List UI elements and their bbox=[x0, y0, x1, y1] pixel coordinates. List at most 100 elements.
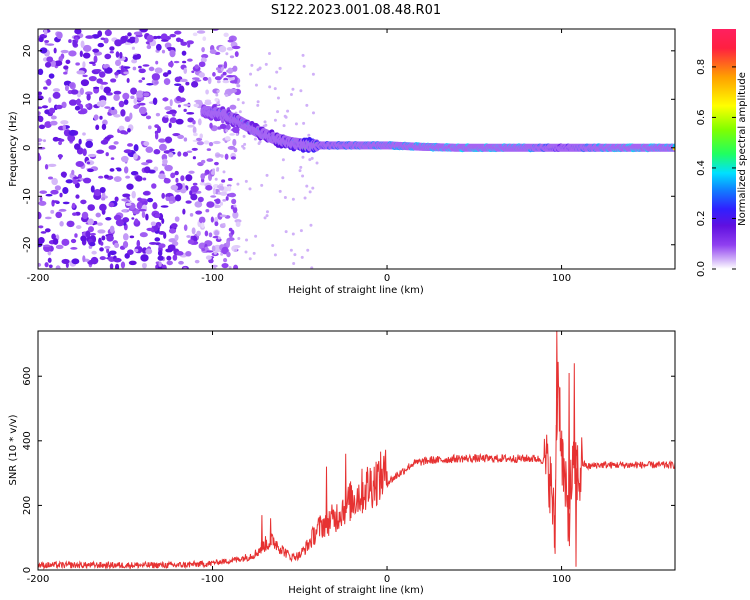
heatmap-cell bbox=[104, 136, 111, 140]
heatmap-cell bbox=[226, 251, 231, 258]
heatmap-cell bbox=[100, 85, 104, 90]
heatmap-cell bbox=[163, 78, 171, 86]
heatmap-cell bbox=[109, 46, 115, 51]
heatmap-cell bbox=[192, 182, 198, 186]
heatmap-cell bbox=[108, 145, 117, 150]
heatmap-cell bbox=[77, 110, 87, 115]
heatmap-cell bbox=[113, 257, 122, 263]
heatmap-cell bbox=[62, 124, 66, 131]
heatmap-cell bbox=[45, 193, 53, 197]
heatmap-cell bbox=[208, 141, 214, 147]
heatmap-cell bbox=[198, 61, 206, 68]
heatmap-cell bbox=[281, 176, 285, 180]
heatmap-cell bbox=[170, 172, 176, 179]
heatmap-cell bbox=[120, 65, 124, 73]
heatmap-cell bbox=[231, 45, 241, 50]
snr-y-tick-label: 200 bbox=[22, 496, 33, 515]
heatmap-cell bbox=[157, 266, 163, 269]
heatmap-cell bbox=[232, 211, 239, 219]
heatmap-cell bbox=[143, 92, 150, 97]
heatmap-cell bbox=[90, 256, 99, 265]
heatmap-cell bbox=[232, 126, 240, 134]
heatmap-cell bbox=[146, 197, 154, 203]
heatmap-cell bbox=[224, 153, 229, 160]
heatmap-cell bbox=[282, 124, 286, 128]
heatmap-y-tick-label: -20 bbox=[22, 237, 33, 253]
heatmap-cell bbox=[97, 30, 103, 37]
heatmap-cell bbox=[183, 137, 188, 142]
heatmap-cell bbox=[248, 187, 252, 191]
heatmap-cell bbox=[228, 265, 232, 269]
heatmap-cell bbox=[196, 30, 206, 34]
heatmap-cell bbox=[273, 118, 277, 122]
heatmap-cell bbox=[47, 163, 57, 167]
heatmap-cell bbox=[51, 200, 60, 203]
heatmap-cell bbox=[308, 158, 312, 162]
heatmap-cell bbox=[164, 106, 172, 111]
heatmap-cell bbox=[131, 46, 135, 50]
heatmap-cell bbox=[50, 115, 57, 120]
heatmap-cell bbox=[101, 235, 106, 241]
heatmap-cell bbox=[169, 117, 177, 124]
heatmap-cell bbox=[161, 115, 169, 124]
heatmap-cell bbox=[200, 159, 206, 164]
heatmap-cell bbox=[68, 129, 77, 136]
heatmap-cell bbox=[103, 174, 110, 179]
heatmap-cell bbox=[85, 91, 93, 96]
heatmap-x-ticks: -200 -100 0 100 bbox=[27, 29, 571, 284]
heatmap-frame bbox=[37, 28, 676, 270]
heatmap-cell bbox=[51, 177, 58, 186]
heatmap-cell bbox=[192, 156, 196, 160]
heatmap-cell bbox=[211, 245, 216, 252]
heatmap-cell bbox=[256, 100, 260, 104]
heatmap-cell bbox=[226, 74, 234, 78]
heatmap-cell bbox=[183, 67, 188, 74]
heatmap-cell bbox=[194, 201, 203, 208]
heatmap-cell bbox=[75, 225, 82, 230]
heatmap-cell bbox=[242, 146, 246, 150]
heatmap-cell bbox=[174, 216, 180, 222]
heatmap-cell bbox=[151, 183, 157, 189]
heatmap-cell bbox=[85, 230, 91, 238]
heatmap-cell bbox=[214, 76, 222, 81]
heatmap-cell bbox=[72, 178, 78, 185]
heatmap-cell bbox=[273, 253, 277, 257]
heatmap-cell bbox=[39, 190, 48, 194]
heatmap-cell bbox=[189, 213, 194, 217]
heatmap-cell bbox=[169, 33, 177, 38]
heatmap-cell bbox=[217, 191, 221, 195]
heatmap-cell bbox=[220, 154, 224, 158]
heatmap-cell bbox=[161, 49, 166, 54]
heatmap-cell bbox=[120, 155, 129, 163]
heatmap-cell bbox=[136, 201, 143, 210]
heatmap-cell bbox=[299, 89, 303, 93]
heatmap-cell bbox=[217, 64, 223, 68]
heatmap-cell bbox=[181, 50, 187, 56]
heatmap-cell bbox=[190, 193, 198, 201]
heatmap-cell bbox=[146, 44, 152, 50]
heatmap-cell bbox=[55, 265, 61, 269]
heatmap-cell bbox=[46, 43, 55, 46]
heatmap-cell bbox=[40, 231, 47, 234]
heatmap-cell bbox=[114, 196, 119, 202]
heatmap-cell bbox=[215, 198, 221, 205]
heatmap-cell bbox=[114, 263, 120, 269]
heatmap-cell bbox=[192, 120, 196, 125]
heatmap-cell bbox=[147, 125, 152, 130]
heatmap-cell bbox=[42, 244, 51, 248]
heatmap-cell bbox=[43, 29, 48, 36]
heatmap-cell bbox=[110, 108, 118, 116]
heatmap-cell bbox=[87, 153, 97, 158]
heatmap-cell bbox=[241, 101, 245, 105]
heatmap-cell bbox=[190, 185, 199, 193]
heatmap-cell bbox=[183, 224, 188, 231]
heatmap-cell bbox=[150, 221, 157, 227]
heatmap-cell bbox=[291, 232, 295, 236]
heatmap-cell bbox=[154, 81, 159, 85]
heatmap-cell bbox=[105, 217, 112, 221]
heatmap-cell bbox=[175, 118, 184, 125]
heatmap-cell bbox=[172, 112, 176, 117]
colorbar-tick-label: 0.2 bbox=[696, 211, 707, 227]
heatmap-cell bbox=[44, 262, 49, 268]
heatmap-cell bbox=[118, 125, 125, 131]
